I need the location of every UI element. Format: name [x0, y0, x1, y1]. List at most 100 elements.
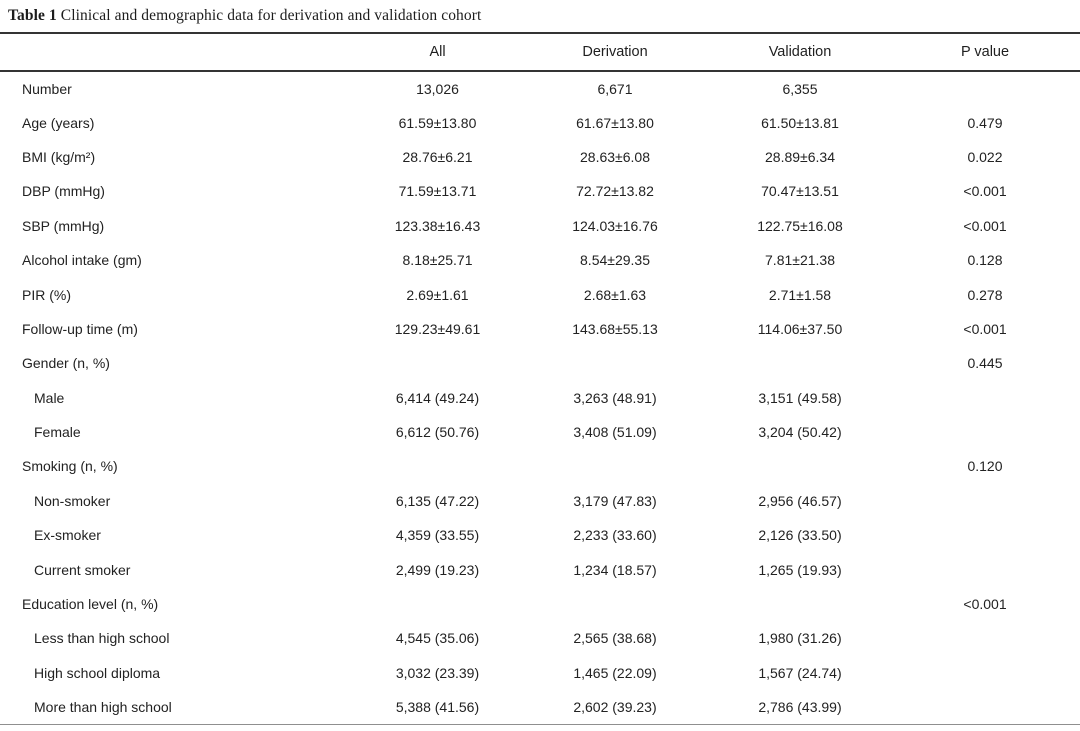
- row-label: PIR (%): [22, 286, 71, 303]
- table-row: Less than high school 4,545 (35.06) 2,565 …: [0, 621, 1080, 655]
- row-label: Education level (n, %): [22, 596, 159, 613]
- cell-validation: 2,786 (43.99): [758, 698, 842, 715]
- table-row: Gender (n, %) 0.445: [0, 346, 1080, 380]
- cell-all: 6,135 (47.22): [395, 492, 480, 509]
- cell-all: 2.69±1.61: [406, 286, 469, 303]
- cell-p-value: 0.022: [967, 148, 1003, 165]
- table-row: Age (years) 61.59±13.80 61.67±13.80 61.50±1…: [0, 105, 1080, 139]
- cell-p-value: 0.128: [967, 252, 1003, 269]
- cell-p-value: <0.001: [963, 217, 1007, 234]
- row-label: More than high school: [34, 698, 172, 715]
- table-header: All Derivation Validation P value: [0, 33, 1080, 72]
- table-row: Education level (n, %) <0.001: [0, 587, 1080, 621]
- cell-p-value: [890, 484, 1080, 518]
- table-row: SBP (mmHg) 123.38±16.43 124.03±16.76 122.75…: [0, 209, 1080, 243]
- cell-p-value: <0.001: [963, 320, 1007, 337]
- cell-p-value: [890, 415, 1080, 449]
- cell-all: 2,499 (19.23): [395, 561, 480, 578]
- cell-derivation: 2,233 (33.60): [573, 527, 657, 544]
- row-label: Current smoker: [34, 561, 131, 578]
- table-row: Ex-smoker 4,359 (33.55) 2,233 (33.60) 2,126…: [0, 518, 1080, 552]
- cell-all: 8.18±25.71: [402, 252, 473, 269]
- cell-p-value: [890, 71, 1080, 105]
- cell-validation: 114.06±37.50: [757, 320, 843, 337]
- table-row: DBP (mmHg) 71.59±13.71 72.72±13.82 70.47±13…: [0, 174, 1080, 208]
- cell-p-value: [890, 656, 1080, 690]
- cell-validation: 61.50±13.81: [761, 114, 839, 131]
- cell-derivation: 1,234 (18.57): [573, 561, 657, 578]
- table-row: PIR (%) 2.69±1.61 2.68±1.63 2.71±1.58 0.278: [0, 277, 1080, 311]
- row-label: Female: [34, 424, 81, 441]
- table-row: Current smoker 2,499 (19.23) 1,234 (18.57)…: [0, 552, 1080, 586]
- cell-validation: 3,151 (49.58): [758, 389, 842, 406]
- header-row: All Derivation Validation P value: [0, 33, 1080, 72]
- cell-validation: 2,956 (46.57): [758, 492, 842, 509]
- table-row: Follow-up time (m) 129.23±49.61 143.68±55.…: [0, 312, 1080, 346]
- cell-validation: 7.81±21.38: [765, 252, 835, 269]
- cell-derivation: [520, 346, 710, 380]
- cell-all: 71.59±13.71: [398, 183, 477, 200]
- table-row: BMI (kg/m²) 28.76±6.21 28.63±6.08 28.89±6.3…: [0, 140, 1080, 174]
- cell-validation: [710, 587, 890, 621]
- table-caption-number: Table 1: [8, 7, 57, 24]
- cell-validation: 6,355: [782, 80, 818, 97]
- cell-validation: 2.71±1.58: [768, 286, 832, 303]
- cell-derivation: 1,465 (22.09): [573, 664, 657, 681]
- cell-derivation: 28.63±6.08: [580, 148, 650, 165]
- row-label: Smoking (n, %): [22, 458, 118, 475]
- cell-all: [355, 449, 520, 483]
- cell-all: 6,414 (49.24): [395, 389, 480, 406]
- row-label: BMI (kg/m²): [22, 148, 96, 165]
- cell-validation: 70.47±13.51: [761, 183, 839, 200]
- cell-all: [355, 346, 520, 380]
- cell-derivation: [520, 587, 710, 621]
- cell-p-value: 0.120: [967, 458, 1003, 475]
- table-row: Smoking (n, %) 0.120: [0, 449, 1080, 483]
- cell-derivation: 2.68±1.63: [583, 286, 647, 303]
- cell-derivation: [520, 449, 710, 483]
- cell-p-value: [890, 518, 1080, 552]
- row-label: Follow-up time (m): [22, 320, 138, 337]
- cell-p-value: <0.001: [963, 596, 1007, 613]
- table-row: Female 6,612 (50.76) 3,408 (51.09) 3,204 (5…: [0, 415, 1080, 449]
- cell-validation: [710, 346, 890, 380]
- cell-validation: 1,980 (31.26): [758, 630, 842, 647]
- row-label: Ex-smoker: [34, 527, 101, 544]
- row-label: Gender (n, %): [22, 355, 110, 372]
- cell-p-value: 0.479: [967, 114, 1003, 131]
- cell-derivation: 61.67±13.80: [576, 114, 654, 131]
- cell-derivation: 2,602 (39.23): [573, 698, 657, 715]
- table-row: More than high school 5,388 (41.56) 2,602 …: [0, 690, 1080, 724]
- cell-all: 61.59±13.80: [398, 114, 477, 131]
- cell-all: 28.76±6.21: [402, 148, 473, 165]
- cell-derivation: 3,408 (51.09): [573, 424, 657, 441]
- table-row: Alcohol intake (gm) 8.18±25.71 8.54±29.35 7…: [0, 243, 1080, 277]
- table-body: Number 13,026 6,671 6,355 Age (years) 61.59±1…: [0, 71, 1080, 724]
- cell-p-value: [890, 552, 1080, 586]
- cell-validation: 1,265 (19.93): [758, 561, 842, 578]
- col-header-derivation: Derivation: [520, 33, 710, 72]
- clinical-demographic-table: All Derivation Validation P value Number…: [0, 32, 1080, 725]
- col-header-all: All: [355, 33, 520, 72]
- cell-all: 123.38±16.43: [394, 217, 481, 234]
- cell-derivation: 124.03±16.76: [572, 217, 658, 234]
- cell-p-value: 0.445: [967, 355, 1003, 372]
- cell-p-value: [890, 690, 1080, 724]
- cell-all: 5,388 (41.56): [395, 698, 480, 715]
- row-label: High school diploma: [34, 664, 161, 681]
- row-label: Male: [34, 389, 65, 406]
- cell-validation: 1,567 (24.74): [758, 664, 842, 681]
- cell-p-value: [890, 621, 1080, 655]
- cell-all: 4,359 (33.55): [395, 527, 480, 544]
- row-label: Less than high school: [34, 630, 170, 647]
- cell-all: 13,026: [416, 80, 459, 97]
- cell-all: 4,545 (35.06): [395, 630, 480, 647]
- cell-derivation: 6,671: [597, 80, 633, 97]
- cell-validation: 2,126 (33.50): [758, 527, 842, 544]
- cell-derivation: 3,179 (47.83): [573, 492, 657, 509]
- cell-derivation: 2,565 (38.68): [573, 630, 657, 647]
- row-label: Age (years): [22, 114, 95, 131]
- row-label: Alcohol intake (gm): [22, 252, 142, 269]
- cell-all: [355, 587, 520, 621]
- cell-p-value: <0.001: [963, 183, 1007, 200]
